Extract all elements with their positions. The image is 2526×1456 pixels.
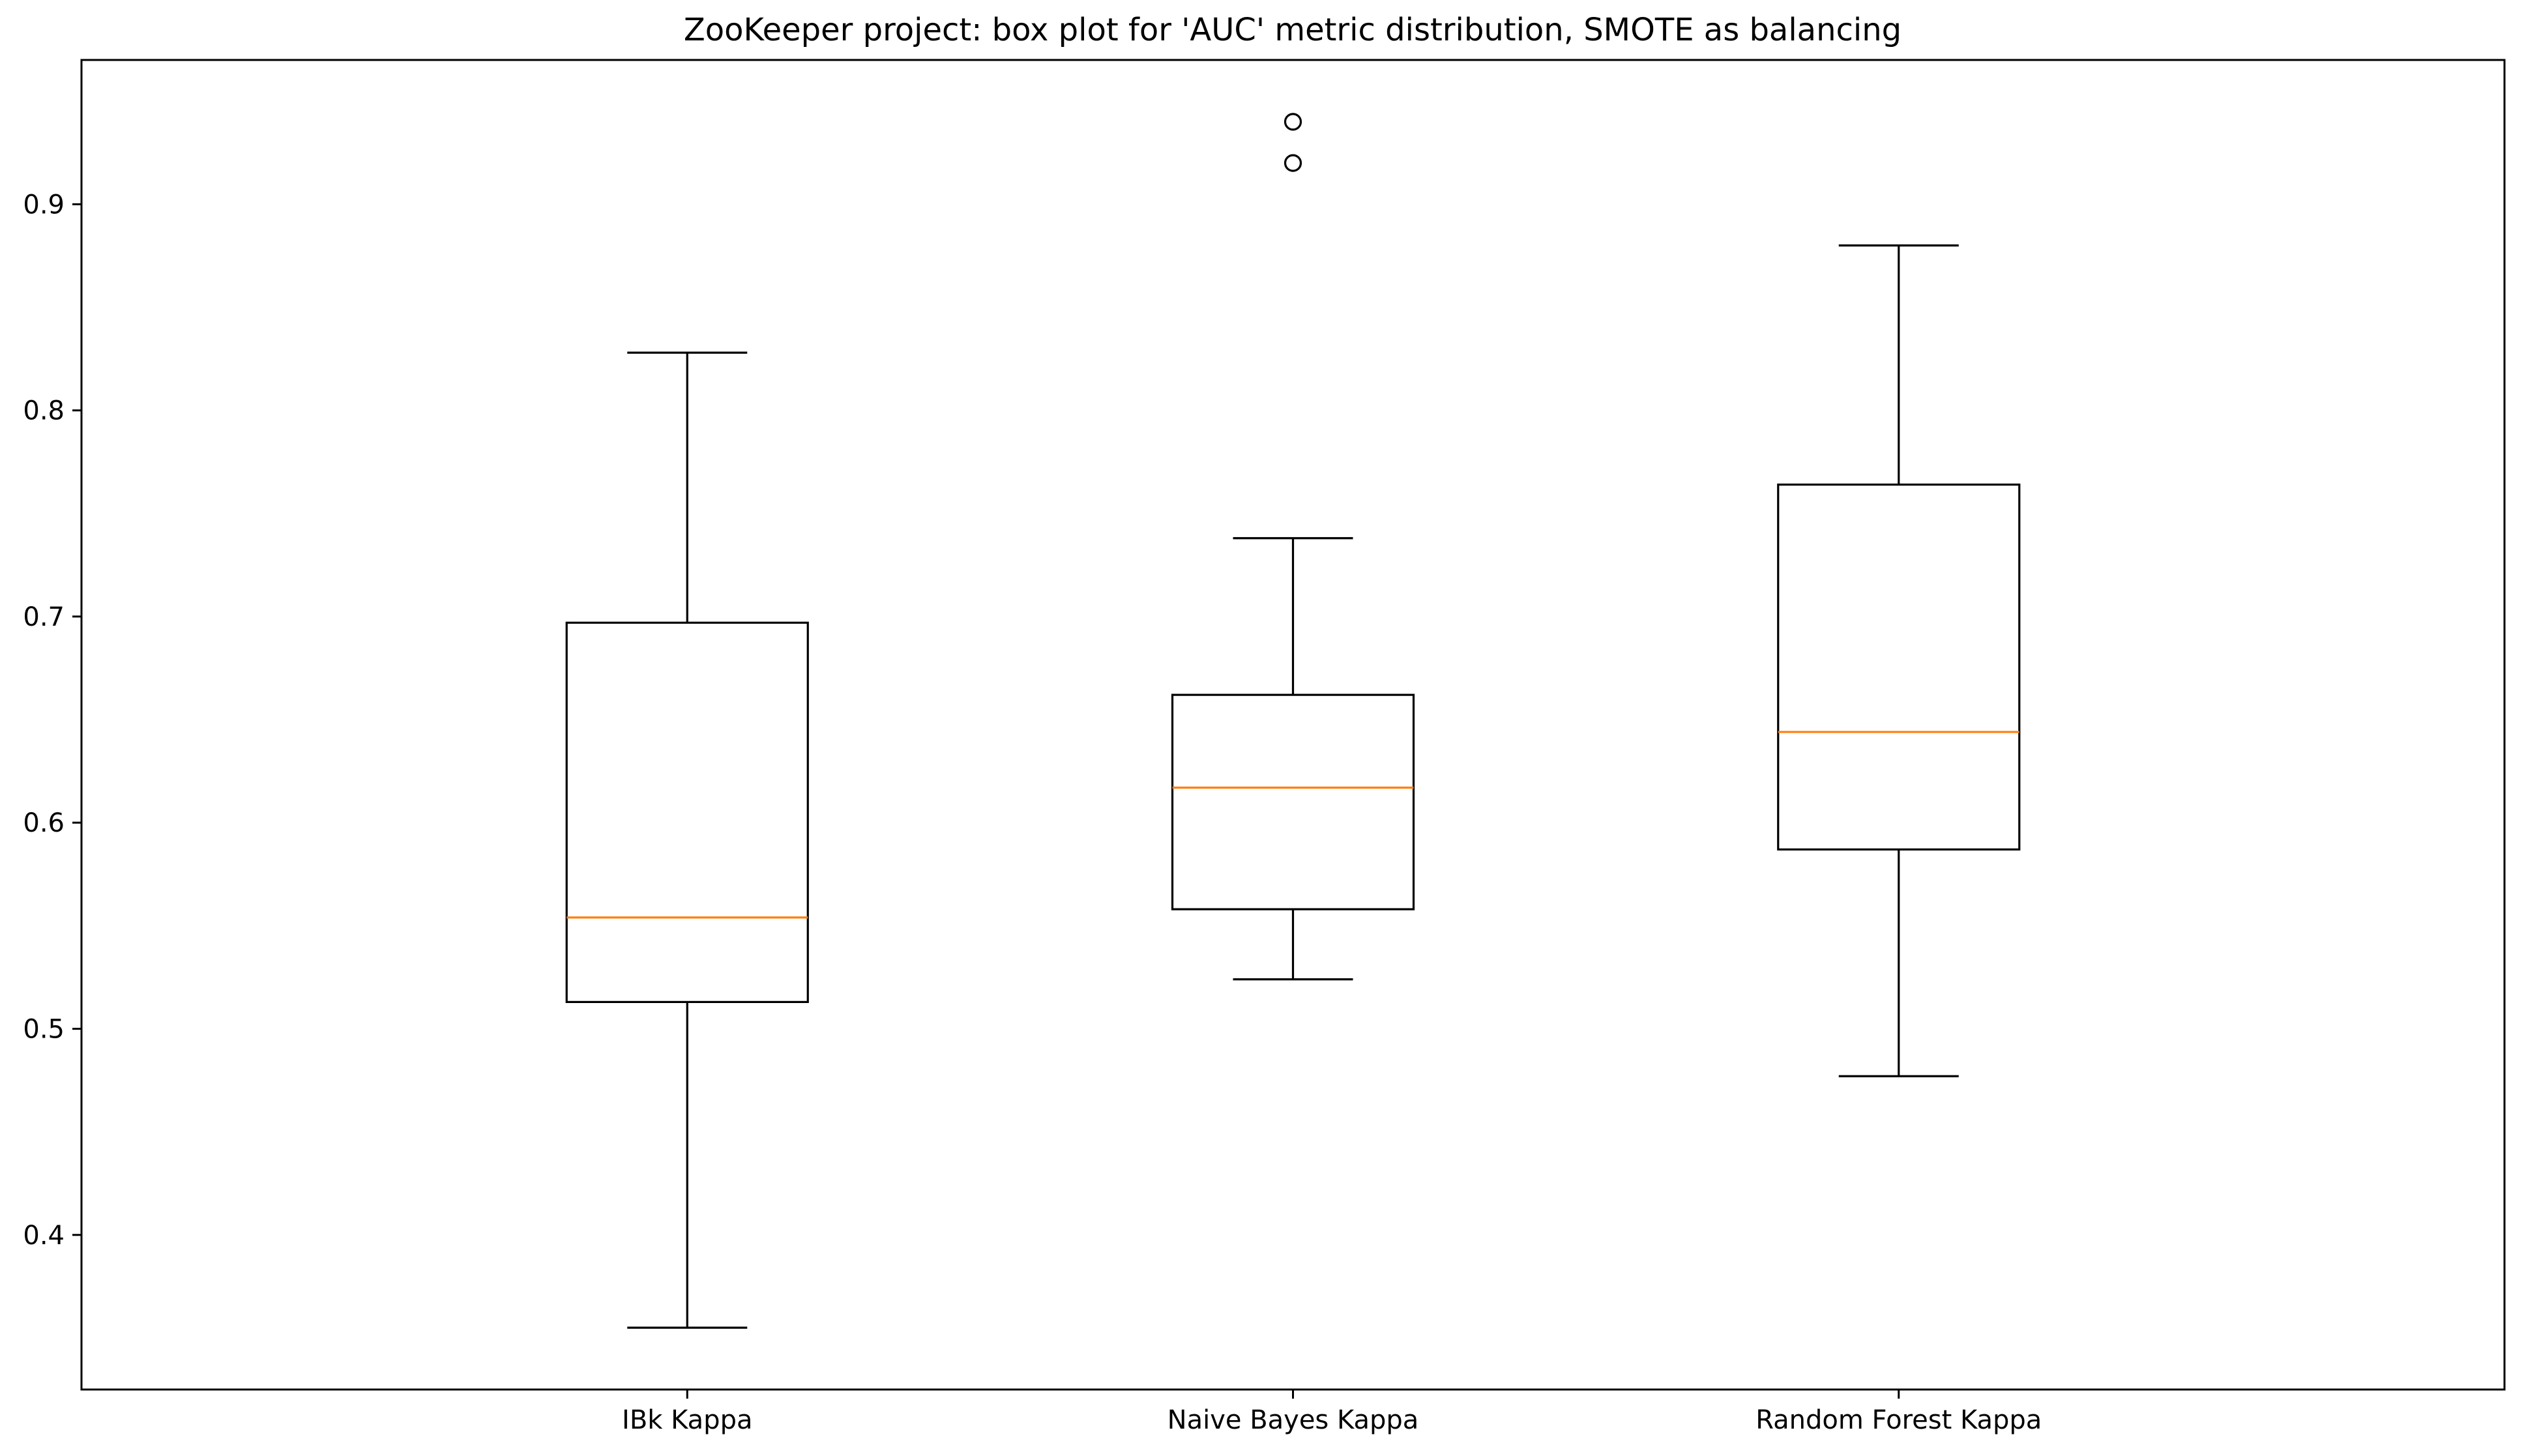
box-group-1 [565, 351, 809, 1329]
x-tick-label: IBk Kappa [622, 1405, 752, 1435]
plot-area [565, 113, 2021, 1329]
y-tick-label: 0.5 [23, 1015, 65, 1045]
iqr-box [565, 621, 809, 1003]
axes-frame [80, 59, 2506, 1391]
iqr-box [1777, 483, 2021, 851]
box-group-2 [1171, 113, 1415, 981]
y-tick-label: 0.7 [23, 602, 65, 632]
outlier-point [1284, 154, 1302, 172]
chart-title: ZooKeeper project: box plot for 'AUC' me… [684, 12, 1902, 48]
x-tick-label: Naive Bayes Kappa [1168, 1405, 1419, 1435]
y-tick-label: 0.4 [23, 1221, 65, 1251]
y-axis: 0.4 0.5 0.6 0.7 0.8 0.9 [23, 190, 81, 1251]
outlier-point [1284, 113, 1302, 131]
y-tick-label: 0.6 [23, 808, 65, 838]
iqr-box [1171, 693, 1415, 910]
y-tick-label: 0.9 [23, 190, 65, 220]
y-tick-label: 0.8 [23, 396, 65, 426]
x-tick-label: Random Forest Kappa [1755, 1405, 2042, 1435]
box-group-3 [1777, 244, 2021, 1077]
x-axis: IBk Kappa Naive Bayes Kappa Random Forest … [622, 1390, 2042, 1435]
